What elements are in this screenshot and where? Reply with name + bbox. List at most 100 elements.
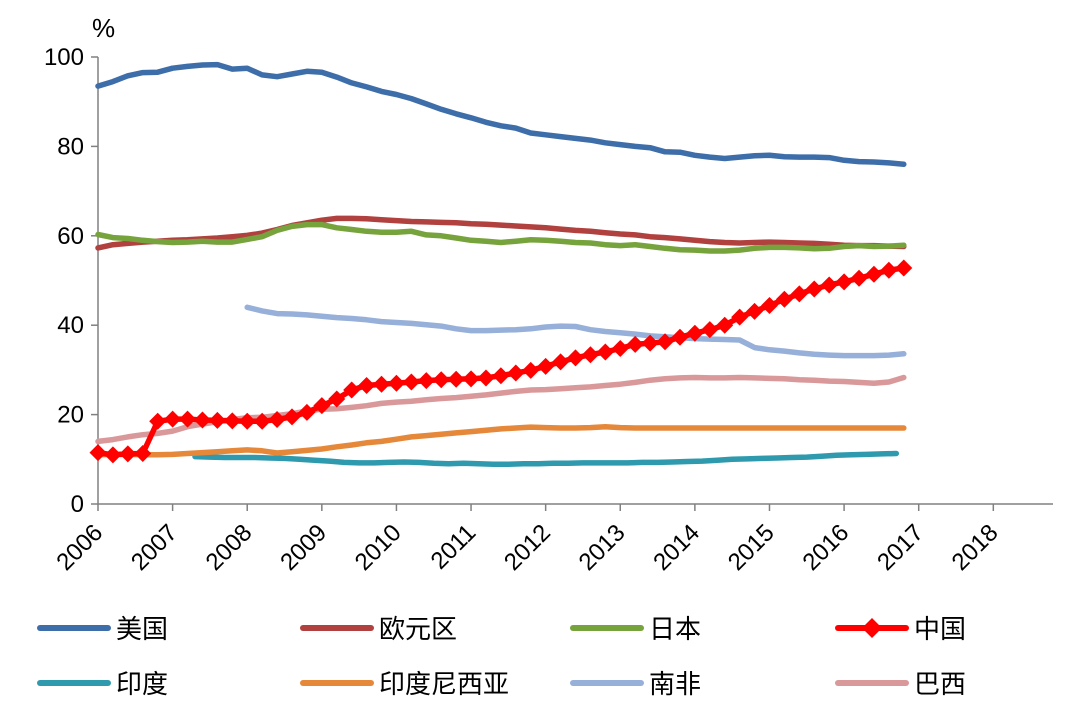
legend-label: 印度尼西亚	[379, 670, 509, 700]
x-tick-label: 2006	[51, 519, 108, 576]
x-tick-label: 2011	[426, 519, 482, 575]
china-diamond-marker	[387, 374, 405, 392]
series-line-india	[192, 450, 900, 467]
x-tick-label: 2016	[797, 519, 854, 576]
x-tick-label: 2015	[723, 519, 780, 576]
legend-item-japan: 日本	[570, 615, 701, 645]
china-diamond-marker	[447, 370, 465, 388]
x-tick-label: 2012	[499, 519, 556, 576]
china-diamond-marker	[283, 408, 301, 426]
china-diamond-marker	[686, 324, 704, 342]
china-diamond-marker	[790, 285, 808, 303]
china-diamond-marker	[238, 412, 256, 430]
series-line-brazil	[95, 374, 907, 445]
china-diamond-marker	[268, 411, 286, 429]
y-unit-label: %	[92, 13, 115, 43]
china-diamond-marker	[850, 269, 868, 287]
y-tick-label: 20	[57, 402, 84, 429]
legend-item-us: 美国	[37, 615, 168, 645]
x-tick-label: 2008	[201, 519, 258, 576]
series-line-us	[95, 61, 907, 168]
china-diamond-marker	[671, 328, 689, 346]
x-tick-label: 2007	[126, 519, 183, 576]
y-axis-ticks: 0 20 40 60 80 100	[44, 44, 98, 518]
legend-diamond-marker	[862, 618, 882, 638]
china-diamond-marker	[432, 371, 450, 389]
china-diamond-marker	[865, 265, 883, 283]
china-diamond-marker	[253, 412, 271, 430]
china-diamond-marker	[373, 375, 391, 393]
y-tick-label: 100	[44, 44, 84, 71]
china-diamond-marker	[581, 346, 599, 364]
china-diamond-marker	[298, 403, 316, 421]
china-diamond-marker	[134, 444, 152, 462]
series-line-euro	[95, 215, 907, 251]
china-diamond-marker	[477, 369, 495, 387]
china-diamond-marker	[193, 411, 211, 429]
china-diamond-marker	[596, 343, 614, 361]
legend-item-brazil: 巴西	[835, 670, 966, 700]
y-tick-label: 0	[71, 491, 84, 518]
x-tick-label: 2009	[275, 519, 332, 576]
legend-item-china: 中国	[835, 615, 966, 645]
china-diamond-marker	[641, 334, 659, 352]
china-diamond-marker	[716, 316, 734, 334]
axes	[97, 57, 1053, 505]
legend-label: 巴西	[914, 670, 966, 700]
china-diamond-marker	[358, 377, 376, 395]
legend-item-indonesia: 印度尼西亚	[300, 670, 509, 700]
legend-label: 日本	[649, 615, 701, 645]
china-diamond-marker	[417, 372, 435, 390]
china-diamond-marker	[313, 397, 331, 415]
legend-label: 欧元区	[379, 615, 457, 645]
series-line-japan	[95, 221, 907, 254]
x-tick-label: 2010	[350, 519, 407, 576]
china-diamond-marker	[522, 361, 540, 379]
legend-label: 中国	[914, 615, 966, 645]
china-diamond-marker	[149, 412, 167, 430]
china-diamond-marker	[760, 297, 778, 315]
china-diamond-marker	[119, 445, 137, 463]
china-diamond-marker	[895, 259, 913, 277]
china-diamond-marker	[507, 364, 525, 382]
china-diamond-marker	[179, 410, 197, 428]
china-diamond-marker	[208, 411, 226, 429]
legend-item-india: 印度	[37, 670, 168, 700]
y-tick-label: 40	[57, 312, 84, 339]
china-diamond-marker	[701, 321, 719, 339]
x-tick-label: 2017	[872, 519, 929, 576]
legend-label: 美国	[116, 615, 168, 645]
legend-label: 印度	[116, 670, 168, 700]
series-line-sa	[244, 304, 907, 359]
china-diamond-marker	[328, 390, 346, 408]
china-diamond-marker	[343, 381, 361, 399]
china-diamond-marker	[462, 370, 480, 388]
china-diamond-marker	[567, 349, 584, 367]
china-diamond-marker	[223, 412, 241, 430]
china-diamond-marker	[492, 367, 510, 385]
china-diamond-marker	[552, 353, 570, 371]
china-diamond-marker	[164, 410, 182, 428]
china-diamond-marker	[775, 290, 793, 308]
china-diamond-marker	[880, 261, 898, 279]
x-tick-label: 2014	[648, 519, 705, 576]
china-diamond-marker	[835, 273, 853, 291]
legend-label: 南非	[649, 670, 701, 700]
china-diamond-marker	[805, 280, 823, 298]
x-tick-label: 2018	[947, 519, 1004, 576]
legend-item-euro: 欧元区	[300, 615, 457, 645]
x-tick-label: 2013	[574, 519, 631, 576]
china-diamond-marker	[820, 276, 838, 294]
plot-area	[89, 61, 913, 467]
legend-item-sa: 南非	[570, 670, 701, 700]
china-diamond-marker	[89, 444, 107, 462]
y-tick-label: 80	[57, 133, 84, 160]
series-line-indonesia	[95, 423, 907, 458]
china-diamond-marker	[746, 302, 764, 320]
y-tick-label: 60	[57, 223, 84, 250]
china-diamond-marker	[104, 446, 122, 464]
china-diamond-marker	[402, 373, 420, 391]
china-diamond-marker	[626, 335, 644, 353]
